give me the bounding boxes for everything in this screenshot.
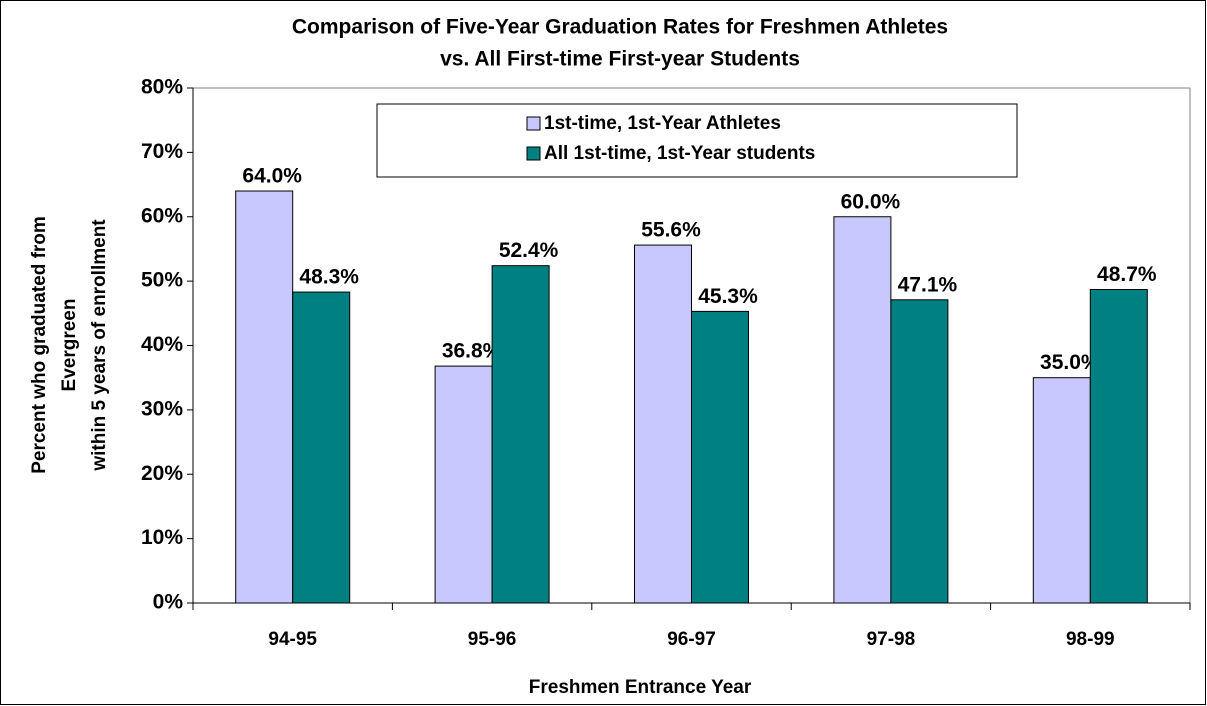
y-tick-label: 50%: [141, 269, 183, 292]
y-tick-label: 40%: [141, 333, 183, 356]
y-tick-label: 10%: [141, 526, 183, 549]
x-axis-title: Freshmen Entrance Year: [529, 677, 752, 698]
bar: [434, 365, 493, 604]
bar: [292, 291, 351, 604]
y-axis-title-line: Evergreen: [59, 299, 80, 392]
legend: [376, 103, 1018, 178]
value-label: 52.4%: [499, 239, 559, 262]
legend-swatch: [526, 146, 541, 161]
legend-label: 1st-time, 1st-Year Athletes: [544, 113, 781, 134]
y-tick-label: 70%: [141, 140, 183, 163]
y-tick-label: 60%: [141, 204, 183, 227]
x-tick-label: 98-99: [1066, 629, 1115, 650]
y-tick-label: 20%: [141, 462, 183, 485]
y-tick-label: 30%: [141, 397, 183, 420]
bar: [1089, 288, 1148, 604]
x-tick-label: 95-96: [468, 629, 517, 650]
chart-title: vs. All First-time First-year Students: [440, 48, 800, 71]
bar: [634, 244, 692, 604]
chart-title: Comparison of Five-Year Graduation Rates…: [292, 16, 948, 39]
y-tick-label: 0%: [153, 591, 184, 614]
value-label: 45.3%: [698, 285, 758, 308]
value-label: 55.6%: [641, 219, 701, 242]
y-axis-title-line: Percent who graduated from: [29, 216, 50, 474]
value-label: 48.3%: [299, 266, 359, 289]
bar: [833, 216, 892, 604]
bar: [1032, 377, 1091, 604]
value-label: 47.1%: [898, 273, 958, 296]
y-tick-label: 80%: [141, 76, 183, 99]
bar: [491, 265, 550, 604]
bar: [890, 299, 949, 604]
y-axis-title-line: within 5 years of enrollment: [89, 219, 110, 472]
value-label: 36.8%: [442, 340, 502, 363]
bar: [691, 310, 749, 604]
value-label: 48.7%: [1097, 263, 1157, 286]
value-label: 35.0%: [1040, 351, 1100, 374]
bar: [235, 190, 294, 604]
legend-label: All 1st-time, 1st-Year students: [544, 143, 815, 164]
x-tick-label: 96-97: [667, 629, 716, 650]
value-label: 60.0%: [841, 190, 901, 213]
value-label: 64.0%: [242, 165, 302, 188]
legend-swatch: [526, 116, 541, 131]
x-tick-label: 97-98: [867, 629, 916, 650]
x-tick-label: 94-95: [268, 629, 317, 650]
y-axis-title: Percent who graduated from Evergreen withi…: [29, 216, 110, 474]
